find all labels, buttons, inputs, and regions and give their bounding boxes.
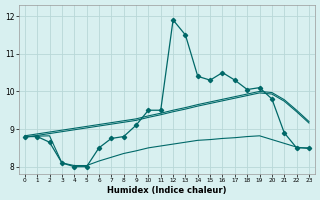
X-axis label: Humidex (Indice chaleur): Humidex (Indice chaleur) — [107, 186, 227, 195]
